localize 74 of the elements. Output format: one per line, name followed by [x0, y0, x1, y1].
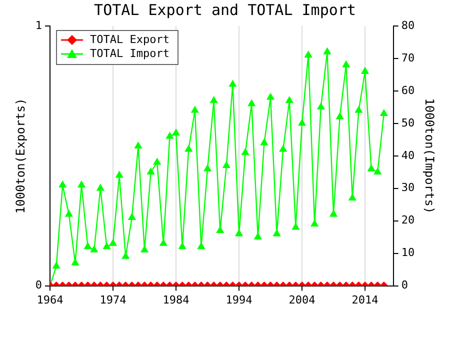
point — [348, 194, 356, 200]
y2-tick-label: 70 — [401, 51, 415, 64]
point — [128, 214, 136, 220]
y2-tick-label: 30 — [401, 181, 415, 194]
point — [304, 51, 312, 58]
y2-tick-label: 80 — [401, 18, 415, 32]
point — [330, 210, 338, 217]
point — [368, 164, 375, 172]
point — [204, 164, 212, 172]
x-tick-label: 1994 — [226, 293, 253, 306]
y-tick-label: 1 — [35, 18, 42, 32]
point — [90, 246, 98, 252]
y2-tick-label: 40 — [401, 148, 415, 162]
point — [84, 242, 92, 250]
x-tick-label: 1984 — [162, 293, 190, 306]
point — [242, 148, 249, 156]
point — [222, 162, 230, 168]
point — [109, 239, 117, 246]
point — [229, 80, 236, 87]
point — [310, 220, 318, 226]
point — [166, 132, 174, 139]
point — [153, 158, 161, 165]
y2-axis-title: 1000ton(Imports) — [422, 98, 437, 214]
y2-tick-label: 50 — [401, 116, 415, 130]
y2-tick-label: 60 — [401, 84, 415, 97]
point — [317, 103, 325, 110]
point — [279, 145, 287, 152]
y-axis-title: 1000ton(Exports) — [13, 98, 28, 214]
point — [96, 184, 104, 191]
x-tick-label: 2004 — [288, 293, 316, 306]
point — [248, 100, 256, 106]
point — [178, 242, 186, 250]
point — [210, 96, 218, 104]
x-tick-label: 2014 — [352, 293, 379, 306]
point — [298, 119, 306, 126]
y2-tick-label: 20 — [401, 214, 415, 227]
point — [361, 67, 369, 74]
point — [160, 239, 168, 246]
point — [198, 242, 205, 250]
point — [122, 252, 130, 259]
x-tick-label: 1974 — [100, 293, 127, 306]
y2-tick-label: 0 — [401, 278, 408, 292]
point — [116, 171, 123, 178]
legend-label: TOTAL Export — [90, 32, 170, 46]
point — [380, 110, 388, 116]
point — [65, 210, 73, 217]
point — [72, 258, 79, 266]
point — [184, 145, 192, 152]
chart-title: TOTAL Export and TOTAL Import — [94, 0, 356, 19]
point — [216, 226, 224, 233]
y2-tick-label: 10 — [401, 246, 415, 260]
point — [266, 93, 274, 100]
point — [286, 96, 294, 104]
point — [78, 181, 86, 188]
point — [140, 246, 148, 252]
point — [336, 112, 344, 120]
legend-label: TOTAL Import — [90, 46, 170, 60]
point — [172, 129, 180, 136]
point — [191, 106, 199, 113]
point — [355, 106, 362, 113]
point — [254, 232, 262, 240]
point — [147, 168, 154, 174]
point — [235, 230, 243, 236]
point — [273, 230, 280, 236]
point — [374, 168, 382, 174]
point — [342, 60, 350, 68]
point — [52, 262, 60, 269]
point — [292, 223, 300, 230]
point — [103, 242, 110, 250]
point — [134, 142, 142, 149]
x-tick-label: 1964 — [36, 293, 64, 306]
point — [324, 48, 331, 54]
point — [58, 181, 66, 188]
point — [260, 138, 268, 146]
